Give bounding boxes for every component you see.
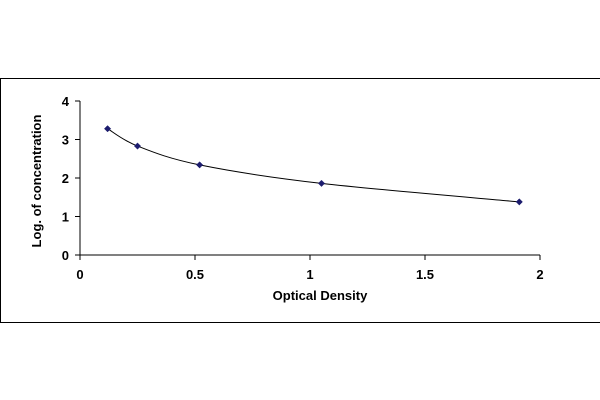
y-tick-label: 4 bbox=[62, 94, 70, 109]
y-tick-label: 3 bbox=[62, 133, 69, 148]
y-tick-label: 0 bbox=[62, 248, 69, 263]
x-tick-label: 1 bbox=[306, 267, 313, 282]
x-tick-label: 0 bbox=[76, 267, 83, 282]
y-tick-label: 2 bbox=[62, 171, 69, 186]
data-point bbox=[104, 125, 112, 133]
chart-frame bbox=[0, 78, 600, 323]
x-axis-title: Optical Density bbox=[273, 288, 368, 303]
y-tick-label: 1 bbox=[62, 210, 69, 225]
axes bbox=[79, 101, 540, 256]
data-point bbox=[317, 179, 326, 187]
data-point bbox=[133, 142, 142, 150]
x-tick-label: 1.5 bbox=[416, 267, 434, 282]
x-tick-label: 0.5 bbox=[186, 267, 204, 282]
y-axis-title: Log. of concentration bbox=[29, 115, 44, 248]
x-tick-label: 2 bbox=[536, 267, 543, 282]
ticks: 0 1 2 3 4 0 0.5 1 1.5 2 bbox=[62, 94, 544, 282]
data-point bbox=[515, 198, 523, 206]
fit-curve bbox=[107, 128, 520, 203]
data-points bbox=[104, 125, 523, 206]
data-point bbox=[196, 161, 204, 169]
